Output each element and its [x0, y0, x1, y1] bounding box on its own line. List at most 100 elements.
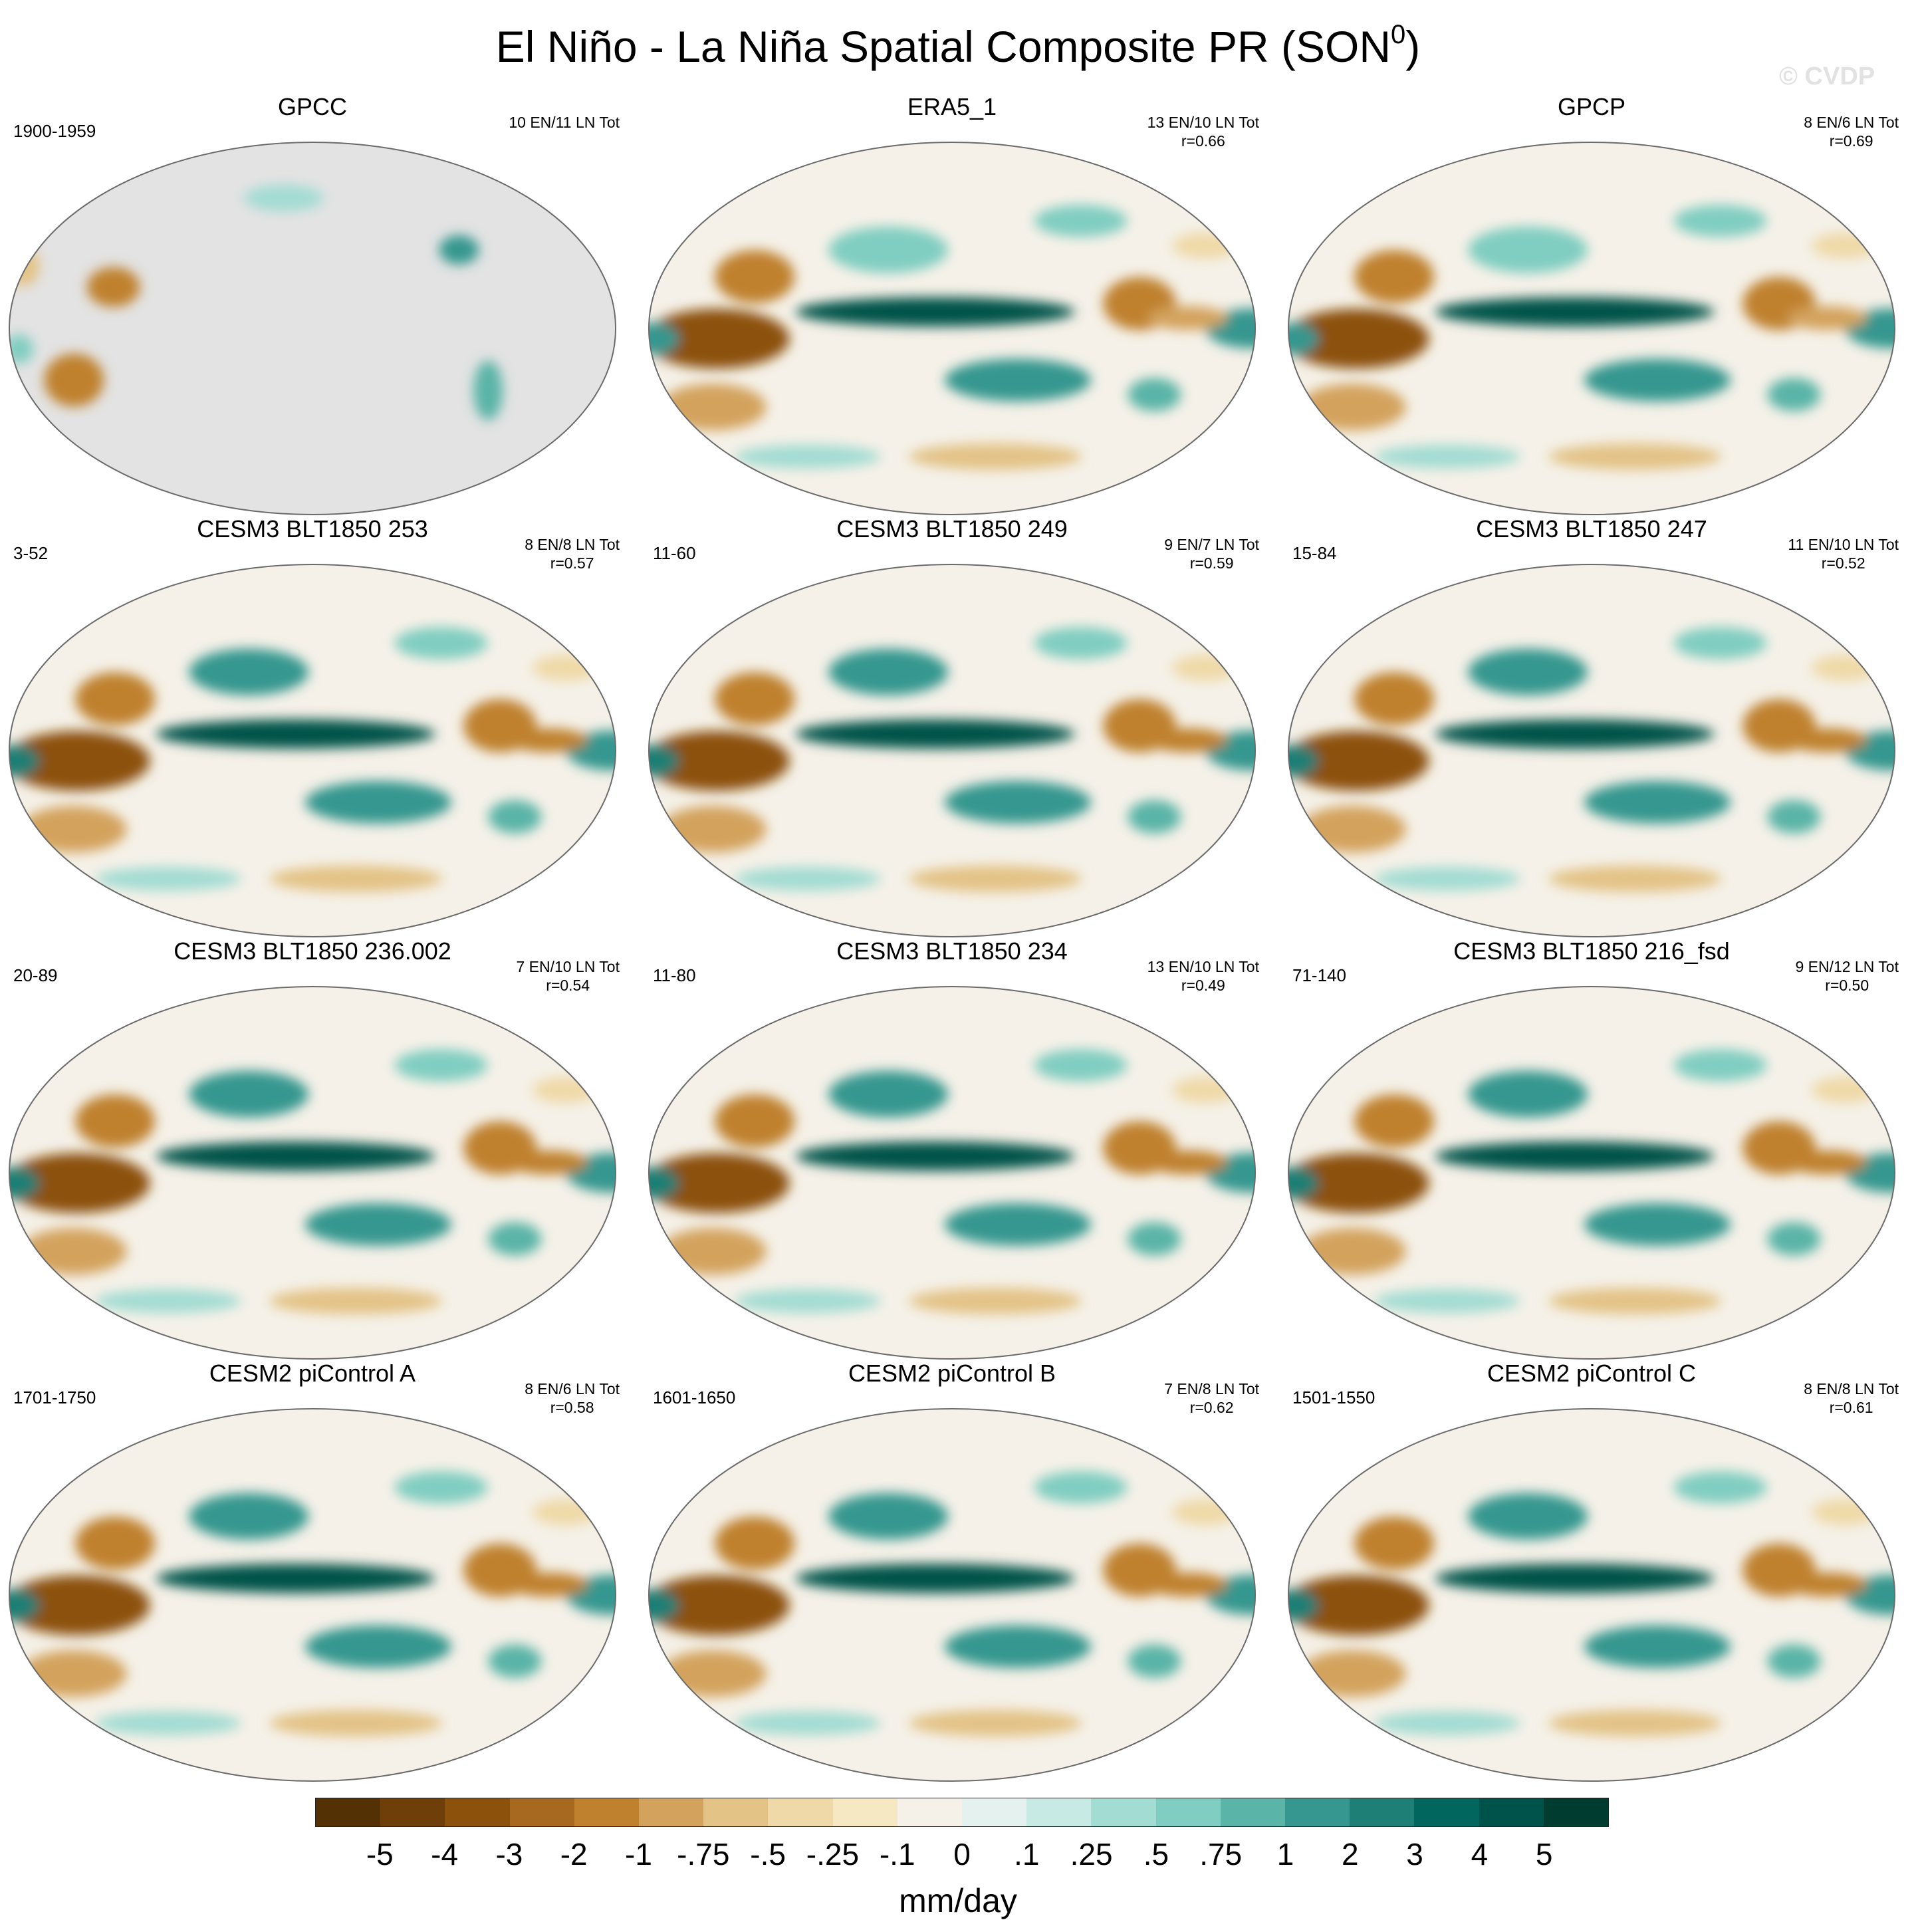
panel-counts: 8 EN/6 LN Tot r=0.69	[1804, 114, 1899, 150]
north-pacific-wet	[189, 1070, 309, 1118]
north-pacific-wet	[828, 226, 949, 273]
map-panel: CESM2 piControl B 1601-1650 7 EN/8 LN Tot r…	[640, 1360, 1264, 1785]
equatorial-pacific-wet	[795, 297, 1075, 327]
western-indian-ocean-wet	[1844, 308, 1895, 348]
north-west-pacific-dry	[1354, 250, 1435, 304]
spcz-wet	[1584, 781, 1731, 824]
colorbar-segment	[897, 1798, 963, 1826]
colorbar-tick-label: -3	[495, 1837, 523, 1872]
australia-dry	[1299, 1228, 1406, 1275]
map-background	[9, 987, 616, 1359]
spcz-wet	[1584, 358, 1731, 402]
map-border	[9, 1408, 616, 1782]
panel-years: 20-89	[13, 965, 58, 985]
panel-title: GPCP	[1557, 93, 1626, 120]
map-border	[9, 564, 616, 937]
map	[1288, 564, 1895, 937]
australia-dry	[659, 1228, 767, 1275]
panel-years: 1501-1550	[1292, 1388, 1376, 1407]
western-pacific-dry	[9, 731, 150, 791]
colorbar-segment	[380, 1798, 445, 1826]
east-africa-wet	[649, 322, 679, 355]
north-pacific-wet	[189, 1493, 309, 1540]
southern-ocean-dry	[1548, 865, 1722, 892]
panel-title: CESM3 BLT1850 247	[1476, 515, 1707, 543]
southern-ocean-dry	[909, 865, 1082, 892]
atlantic-itcz-dry	[1147, 1572, 1228, 1597]
southeast-south-america-wet	[1767, 1222, 1821, 1256]
map-panel: CESM3 BLT1850 234 11-80 13 EN/10 LN Tot r=0…	[640, 937, 1264, 1363]
western-pacific-dry	[1288, 1575, 1429, 1635]
panel-counts: 13 EN/10 LN Tot r=0.66	[1147, 114, 1259, 150]
map	[1288, 1408, 1895, 1782]
western-pacific-dry	[649, 1575, 790, 1635]
southeast-south-america-wet	[1128, 800, 1181, 834]
colorbar-segment	[316, 1798, 381, 1826]
spcz-wet	[304, 1203, 451, 1246]
north-america-wet	[439, 235, 479, 265]
north-america-wet	[394, 627, 488, 660]
colorbar-tick-label: 1	[1276, 1837, 1294, 1872]
maritime-continent-dry	[86, 267, 140, 307]
map-border	[1288, 564, 1895, 937]
map-panel: ERA5_1 13 EN/10 LN Tot r=0.66	[640, 93, 1264, 519]
western-pacific-dry	[1288, 1153, 1429, 1213]
western-indian-ocean-wet	[565, 1153, 616, 1193]
panel-years: 15-84	[1292, 543, 1337, 563]
map-border	[648, 986, 1256, 1360]
panel-years: 11-60	[653, 543, 696, 563]
colorbar-tick-label: -2	[560, 1837, 588, 1872]
australia-dry	[20, 806, 127, 853]
map	[9, 1408, 616, 1782]
colorbar	[315, 1798, 1609, 1827]
panel-title: CESM2 piControl B	[848, 1360, 1056, 1387]
map-border	[1288, 986, 1895, 1360]
australia-dry	[659, 1650, 767, 1697]
atlantic-itcz-dry	[1787, 728, 1867, 753]
southern-ocean-dry	[1548, 1287, 1722, 1314]
map-panel: CESM2 piControl A 1701-1750 8 EN/6 LN Tot r…	[0, 1360, 625, 1785]
panel-years: 11-80	[653, 965, 696, 985]
panel-title: CESM2 piControl C	[1487, 1360, 1697, 1387]
panel-title: CESM3 BLT1850 216_fsd	[1453, 937, 1730, 965]
atlantic-itcz-dry	[1147, 1150, 1228, 1175]
colorbar-tick-label: -.1	[879, 1837, 915, 1872]
east-africa-wet	[9, 1589, 40, 1622]
australia-dry	[1299, 1650, 1406, 1697]
atlantic-itcz-dry	[1787, 1572, 1867, 1597]
atlantic-itcz-dry	[1787, 1150, 1867, 1175]
colorbar-segment	[1543, 1798, 1609, 1826]
colorbar-tick-label: 0	[953, 1837, 971, 1872]
southeast-south-america-wet	[1128, 378, 1181, 412]
equatorial-pacific-wet	[1435, 297, 1715, 327]
panel-counts: 13 EN/10 LN Tot r=0.49	[1147, 958, 1259, 994]
western-pacific-dry	[1288, 308, 1429, 369]
map-panel: GPCP 8 EN/6 LN Tot r=0.69	[1279, 93, 1904, 519]
southern-ocean-wet	[734, 1711, 881, 1735]
western-indian-ocean-wet	[1205, 1575, 1255, 1615]
north-america-wet	[1673, 627, 1767, 660]
colorbar-segment	[445, 1798, 510, 1826]
north-west-pacific-dry	[715, 250, 795, 304]
southeast-south-america-wet	[488, 1644, 542, 1678]
map	[1288, 142, 1895, 515]
north-pacific-wet	[189, 648, 309, 695]
australia-dry	[20, 1228, 127, 1275]
atlantic-itcz-dry	[1147, 306, 1228, 330]
east-africa-wet	[649, 1167, 679, 1199]
north-pacific-wet	[1468, 1493, 1588, 1540]
southern-ocean-dry	[909, 443, 1082, 470]
panel-counts: 8 EN/6 LN Tot r=0.58	[525, 1380, 620, 1416]
spcz-wet	[944, 1203, 1091, 1246]
western-pacific-dry	[649, 308, 790, 369]
colorbar-tick-label: -.5	[750, 1837, 786, 1872]
map	[1288, 986, 1895, 1360]
colorbar-tick-label: .75	[1199, 1837, 1243, 1872]
north-west-pacific-dry	[1354, 1516, 1435, 1570]
colorbar-segment	[768, 1798, 833, 1826]
map-border	[1288, 1408, 1895, 1782]
east-africa-wet	[9, 1167, 40, 1199]
map	[648, 142, 1256, 515]
north-america-wet	[1034, 205, 1128, 237]
australia-dry	[44, 353, 104, 407]
